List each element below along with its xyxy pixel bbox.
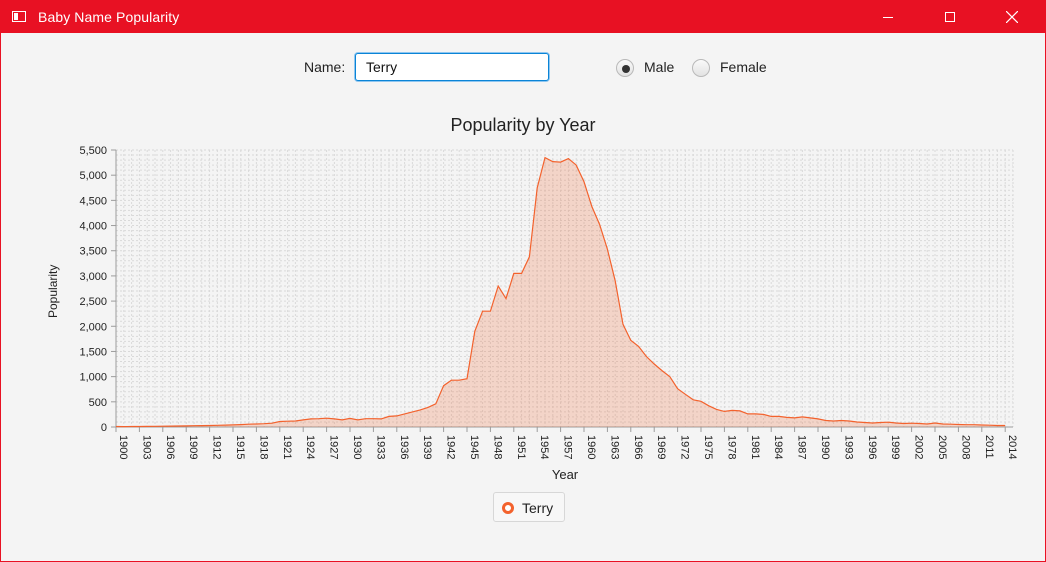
male-radio-circle[interactable] bbox=[616, 59, 634, 77]
x-tick-label: 1915 bbox=[234, 435, 246, 459]
window-title: Baby Name Popularity bbox=[38, 9, 180, 25]
x-tick-label: 1981 bbox=[749, 435, 761, 459]
chart-legend: Terry bbox=[493, 492, 565, 522]
x-tick-label: 2002 bbox=[913, 435, 925, 459]
y-tick-label: 0 bbox=[101, 422, 107, 434]
plot-area bbox=[116, 150, 1013, 427]
x-tick-label: 1960 bbox=[585, 435, 597, 459]
y-tick-label: 3,000 bbox=[79, 271, 107, 283]
y-tick-label: 500 bbox=[89, 397, 107, 409]
female-radio-circle[interactable] bbox=[692, 59, 710, 77]
name-input[interactable] bbox=[355, 53, 549, 81]
close-icon bbox=[1006, 11, 1018, 23]
x-tick-label: 1966 bbox=[632, 435, 644, 459]
x-tick-label: 1951 bbox=[515, 435, 527, 459]
x-tick-label: 1972 bbox=[679, 435, 691, 459]
x-tick-label: 1945 bbox=[468, 435, 480, 459]
x-tick-label: 1942 bbox=[445, 435, 457, 459]
x-tick-label: 1963 bbox=[608, 435, 620, 459]
x-tick-label: 1957 bbox=[562, 435, 574, 459]
x-tick-label: 1939 bbox=[421, 435, 433, 459]
x-tick-label: 1978 bbox=[725, 435, 737, 459]
x-tick-label: 1933 bbox=[374, 435, 386, 459]
x-tick-label: 2014 bbox=[1006, 435, 1018, 459]
x-tick-label: 2011 bbox=[983, 435, 995, 459]
y-tick-label: 1,000 bbox=[79, 372, 107, 384]
x-tick-label: 1912 bbox=[211, 435, 223, 459]
app-icon bbox=[12, 11, 26, 22]
y-tick-label: 4,000 bbox=[79, 221, 107, 233]
x-tick-label: 2008 bbox=[959, 435, 971, 459]
x-tick-label: 1969 bbox=[655, 435, 667, 459]
series-area-fill bbox=[116, 157, 1006, 427]
x-tick-label: 1906 bbox=[164, 435, 176, 459]
x-tick-label: 1987 bbox=[796, 435, 808, 459]
name-label: Name: bbox=[304, 59, 346, 75]
radio-selected-dot bbox=[622, 65, 630, 73]
y-tick-label: 4,500 bbox=[79, 195, 107, 207]
x-tick-label: 1999 bbox=[889, 435, 901, 459]
x-tick-label: 1924 bbox=[304, 435, 316, 459]
x-tick-label: 1936 bbox=[398, 435, 410, 459]
x-tick-label: 1909 bbox=[187, 435, 199, 459]
x-tick-label: 1993 bbox=[842, 435, 854, 459]
legend-label: Terry bbox=[522, 500, 554, 516]
x-tick-label: 1927 bbox=[328, 435, 340, 459]
title-bar[interactable]: Baby Name Popularity bbox=[1, 1, 1045, 33]
x-tick-label: 1996 bbox=[866, 435, 878, 459]
y-axis-label: Popularity bbox=[46, 264, 60, 318]
x-tick-label: 1903 bbox=[140, 435, 152, 459]
series-line-terry bbox=[115, 156, 1006, 428]
male-radio-label: Male bbox=[644, 59, 675, 75]
chart-title: Popularity by Year bbox=[450, 115, 596, 135]
x-tick-label: 1930 bbox=[351, 435, 363, 459]
maximize-button[interactable] bbox=[927, 1, 973, 33]
close-button[interactable] bbox=[989, 1, 1035, 33]
x-axis-label: Year bbox=[551, 467, 579, 482]
x-tick-label: 1990 bbox=[819, 435, 831, 459]
y-tick-label: 3,500 bbox=[79, 246, 107, 258]
y-tick-label: 2,000 bbox=[79, 321, 107, 333]
y-tick-label: 5,000 bbox=[79, 170, 107, 182]
y-tick-label: 1,500 bbox=[79, 346, 107, 358]
x-tick-label: 1900 bbox=[117, 435, 129, 459]
y-tick-label: 5,500 bbox=[79, 145, 107, 157]
minimize-button[interactable] bbox=[865, 1, 911, 33]
legend-symbol bbox=[502, 502, 514, 514]
x-tick-label: 1918 bbox=[257, 435, 269, 459]
female-radio-label: Female bbox=[720, 59, 767, 75]
x-tick-label: 1921 bbox=[281, 435, 293, 459]
x-tick-label: 1954 bbox=[538, 435, 550, 459]
x-tick-label: 1975 bbox=[702, 435, 714, 459]
y-tick-label: 2,500 bbox=[79, 296, 107, 308]
x-tick-label: 1948 bbox=[491, 435, 503, 459]
x-tick-label: 2005 bbox=[936, 435, 948, 459]
x-tick-label: 1984 bbox=[772, 435, 784, 459]
